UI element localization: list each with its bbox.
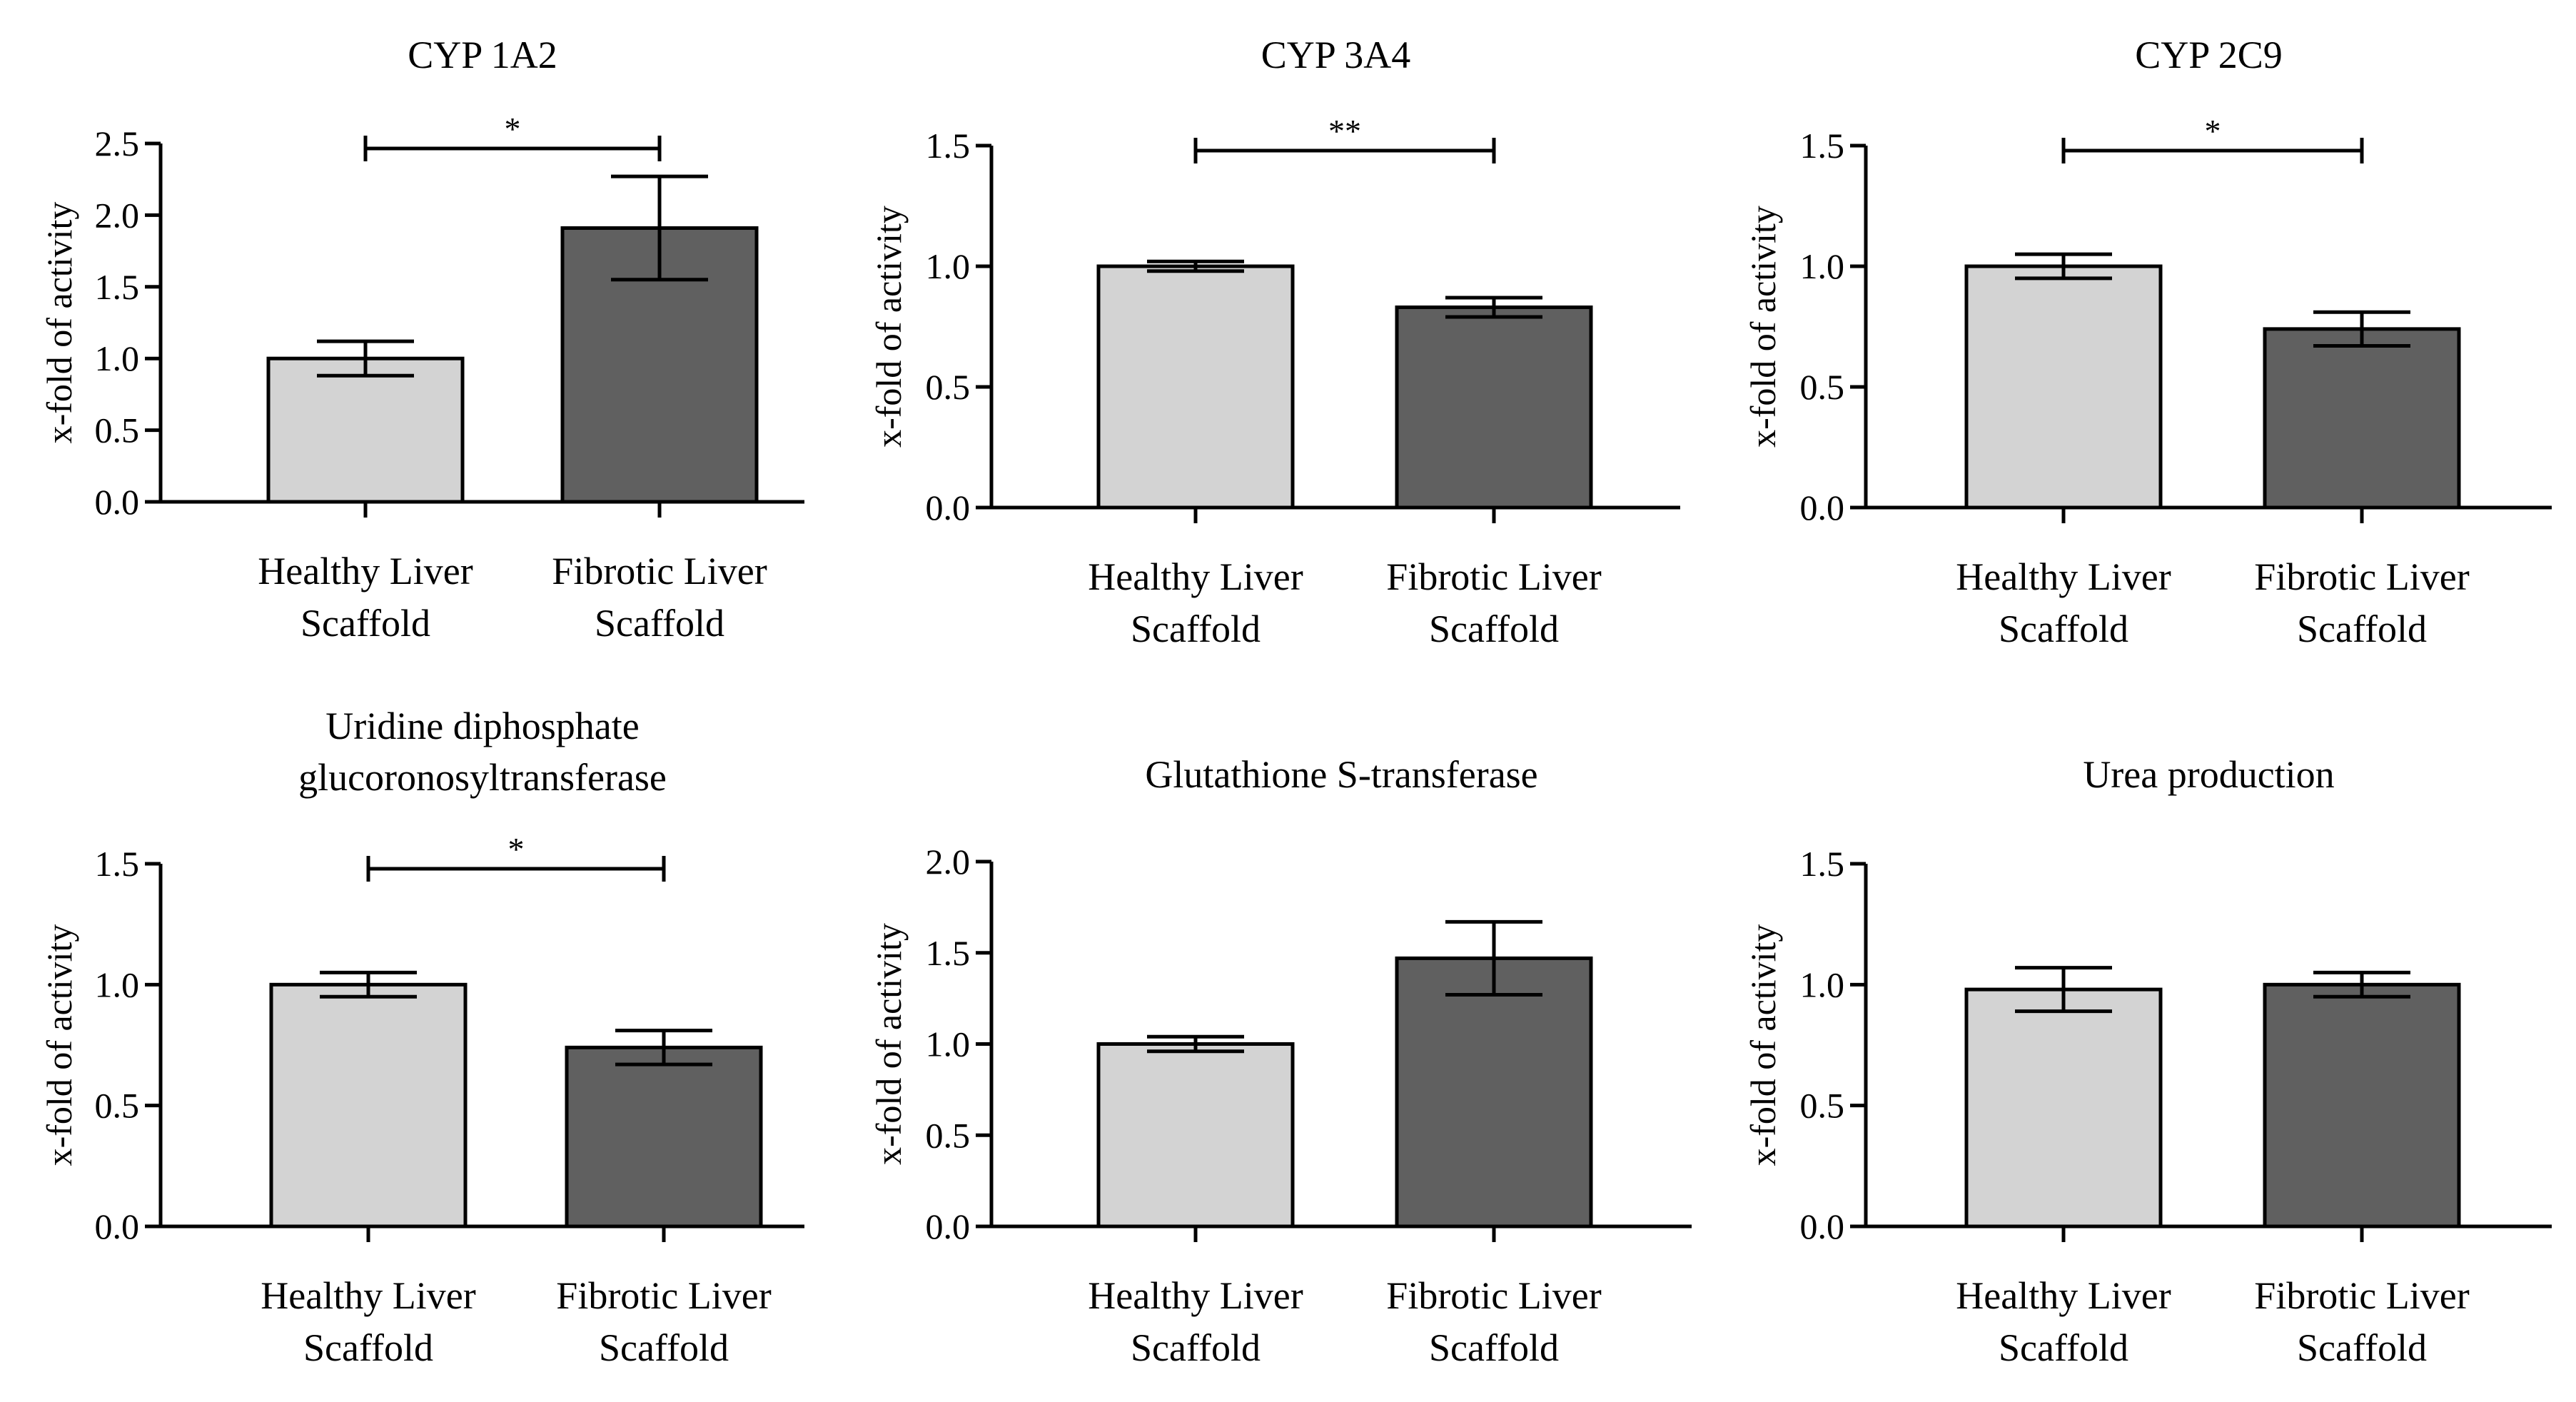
y-tick-label: 1.5: [95, 844, 140, 884]
bar-fibrotic: [565, 1045, 763, 1229]
chart-title: CYP 1A2: [408, 34, 557, 76]
x-category-label: Fibrotic Liver: [556, 1274, 771, 1317]
x-category-label: Healthy Liver: [1088, 555, 1303, 598]
chart-panel-2: CYP 3A4 x-fold of activity 0.0 0.5 1.0 1.5 Hea…: [869, 34, 1680, 650]
chart-panel-1: CYP 1A2 x-fold of activity 0.0 0.5 1.0 1.5 2.0…: [39, 34, 804, 645]
x-category-label: Fibrotic Liver: [2254, 555, 2469, 598]
y-tick-label: 0.5: [95, 410, 140, 450]
y-tick-label: 1.5: [1800, 844, 1845, 884]
x-category-label: Healthy Liver: [1088, 1274, 1303, 1317]
x-category-label: Healthy Liver: [261, 1274, 475, 1317]
x-category-label: Healthy Liver: [258, 550, 473, 592]
chart-panel-5: Glutathione S-transferase x-fold of activ…: [869, 753, 1692, 1369]
x-category-label: Fibrotic Liver: [1386, 1274, 1601, 1317]
bar-fibrotic: [2263, 982, 2461, 1229]
y-axis-label: x-fold of activity: [39, 202, 79, 444]
bar-healthy: [1964, 987, 2163, 1229]
y-tick-label: 1.5: [95, 267, 140, 307]
x-category-label: Scaffold: [1999, 1326, 2128, 1369]
x-category-label: Scaffold: [2297, 607, 2427, 650]
x-category-label: Scaffold: [1131, 607, 1261, 650]
chart-title: glucoronosyltransferase: [298, 756, 667, 799]
bar-fibrotic: [1395, 956, 1593, 1229]
x-category-label: Scaffold: [1429, 607, 1559, 650]
y-tick-label: 1.5: [926, 126, 971, 166]
y-axis-label: x-fold of activity: [869, 206, 909, 448]
y-tick-label: 0.5: [1800, 367, 1845, 407]
y-tick-label: 0.5: [926, 367, 971, 407]
bar-healthy: [1096, 264, 1295, 510]
chart-panel-6: Urea production x-fold of activity 0.0 0.5 1…: [1743, 753, 2552, 1369]
y-tick-label: 0.0: [926, 488, 971, 528]
y-axis-label: x-fold of activity: [869, 923, 909, 1165]
chart-title: CYP 2C9: [2135, 34, 2283, 76]
x-category-label: Fibrotic Liver: [2254, 1274, 2469, 1317]
y-tick-label: 2.5: [95, 123, 140, 163]
y-tick-label: 0.0: [1800, 1206, 1845, 1246]
bar-healthy: [266, 356, 465, 504]
y-tick-label: 0.0: [926, 1206, 971, 1246]
y-tick-label: 0.0: [95, 482, 140, 522]
significance-label: **: [1328, 113, 1361, 149]
y-axis-label: x-fold of activity: [39, 924, 79, 1166]
chart-title: Uridine diphosphate: [325, 705, 639, 747]
x-category-label: Fibrotic Liver: [1386, 555, 1601, 598]
x-category-label: Scaffold: [599, 1326, 729, 1369]
bar-healthy: [269, 982, 468, 1229]
y-tick-label: 2.0: [95, 195, 140, 235]
x-category-label: Healthy Liver: [1956, 555, 2171, 598]
y-tick-label: 0.0: [95, 1206, 140, 1246]
y-axis-label: x-fold of activity: [1743, 924, 1783, 1166]
chart-title: CYP 3A4: [1261, 34, 1411, 76]
y-tick-label: 1.0: [95, 338, 140, 378]
y-tick-label: 1.5: [926, 933, 971, 973]
significance-label: *: [508, 831, 525, 867]
chart-title: Urea production: [2083, 753, 2334, 796]
x-category-label: Healthy Liver: [1956, 1274, 2171, 1317]
bar-fibrotic: [2263, 327, 2461, 510]
bar-fibrotic: [1395, 305, 1593, 510]
x-category-label: Fibrotic Liver: [552, 550, 767, 592]
bar-healthy: [1096, 1042, 1295, 1229]
x-category-label: Scaffold: [300, 602, 430, 645]
x-category-label: Scaffold: [303, 1326, 433, 1369]
y-tick-label: 0.0: [1800, 488, 1845, 528]
y-tick-label: 1.0: [926, 1024, 971, 1064]
bar-healthy: [1964, 264, 2163, 510]
significance-label: *: [2205, 113, 2221, 149]
y-tick-label: 1.0: [95, 964, 140, 1004]
y-tick-label: 2.0: [926, 842, 971, 882]
y-tick-label: 0.5: [95, 1086, 140, 1126]
chart-panel-4: Uridine diphosphate glucoronosyltransfera…: [39, 705, 804, 1369]
x-category-label: Scaffold: [1131, 1326, 1261, 1369]
x-category-label: Scaffold: [2297, 1326, 2427, 1369]
y-tick-label: 1.0: [926, 246, 971, 286]
x-category-label: Scaffold: [1999, 607, 2128, 650]
chart-panel-3: CYP 2C9 x-fold of activity 0.0 0.5 1.0 1.5 Hea…: [1743, 34, 2552, 650]
significance-label: *: [505, 111, 521, 147]
chart-title: Glutathione S-transferase: [1145, 753, 1537, 796]
y-tick-label: 1.0: [1800, 246, 1845, 286]
x-category-label: Scaffold: [1429, 1326, 1559, 1369]
y-tick-label: 1.0: [1800, 964, 1845, 1004]
x-category-label: Scaffold: [595, 602, 724, 645]
y-tick-label: 0.5: [1800, 1086, 1845, 1126]
y-tick-label: 1.5: [1800, 126, 1845, 166]
y-axis-label: x-fold of activity: [1743, 206, 1783, 448]
y-tick-label: 0.5: [926, 1115, 971, 1155]
